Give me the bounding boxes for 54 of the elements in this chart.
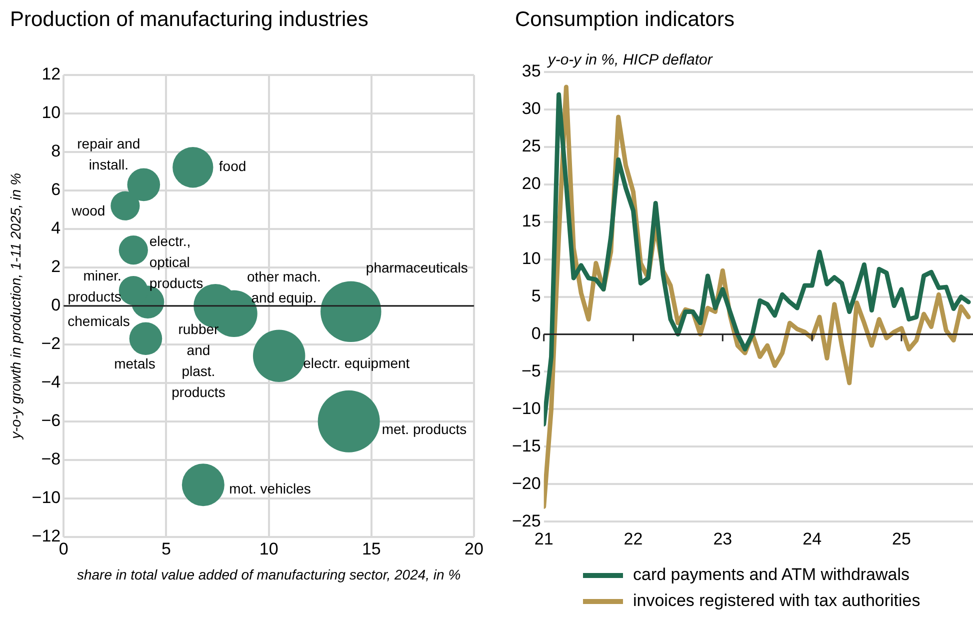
y-axis-title: y-o-y growth in production, 1-11 2025, in % — [7, 172, 24, 440]
x-tick-label: 25 — [892, 529, 911, 548]
series-label: pharmaceuticals — [366, 260, 468, 276]
y-tick-label: −5 — [521, 361, 541, 380]
x-tick-label: 24 — [802, 529, 822, 548]
series-label: met. products — [382, 421, 467, 438]
y-tick-label: −15 — [512, 436, 541, 456]
y-tick-label: −12 — [32, 526, 61, 546]
chart-title: Consumption indicators — [515, 8, 734, 32]
series-label: chemicals — [68, 312, 130, 329]
series-label: repair and install. — [77, 136, 140, 173]
y-tick-label: 30 — [522, 99, 541, 118]
x-tick-label: 23 — [713, 529, 732, 548]
series-label: electr., optical products — [149, 232, 204, 291]
y-tick-label: 0 — [531, 324, 541, 343]
x-tick-label: 21 — [534, 529, 554, 548]
y-tick-label: −10 — [512, 398, 541, 418]
series-label: electr. equipment — [303, 354, 410, 371]
x-axis-title: share in total value added of manufacturing sector, 2024, in % — [76, 566, 461, 582]
series-label: metals — [114, 355, 156, 372]
y-tick-label: 10 — [42, 103, 61, 122]
y-tick-label: −2 — [41, 334, 61, 354]
y-tick-label: 2 — [51, 257, 61, 276]
y-tick-label: −6 — [41, 411, 61, 430]
x-tick-label: 15 — [362, 540, 381, 559]
x-tick-label: 20 — [464, 540, 484, 559]
series-label: other mach. and equip. — [246, 268, 321, 306]
y-tick-label: −25 — [512, 511, 541, 530]
chart-title: Production of manufacturing industries — [10, 8, 368, 32]
y-tick-label: 4 — [51, 218, 61, 238]
legend-label: card payments and ATM withdrawals — [633, 565, 910, 585]
y-tick-label: 20 — [522, 174, 541, 194]
y-tick-label: −4 — [41, 372, 61, 392]
y-tick-label: 0 — [51, 296, 61, 315]
y-tick-label: 35 — [522, 62, 541, 81]
legend-label: invoices registered with tax authorities — [633, 591, 920, 611]
series-label: wood — [70, 202, 106, 219]
y-tick-label: 25 — [522, 136, 541, 156]
y-tick-label: 10 — [522, 249, 541, 268]
y-tick-label: 12 — [42, 64, 61, 84]
y-tick-label: 5 — [531, 286, 541, 306]
x-tick-label: 5 — [161, 540, 171, 559]
y-tick-label: −20 — [512, 474, 541, 493]
y-tick-label: 15 — [522, 212, 541, 231]
series-label: rubber and plast. products — [172, 320, 226, 400]
y-tick-label: −10 — [32, 488, 61, 508]
chart-subtitle: y-o-y in %, HICP deflator — [546, 52, 714, 69]
x-tick-label: 22 — [624, 529, 643, 548]
y-tick-label: −8 — [41, 450, 61, 469]
series-label: food — [218, 158, 246, 174]
series-label: mot. vehicles — [229, 480, 311, 497]
y-tick-label: 6 — [51, 180, 61, 200]
x-tick-label: 10 — [259, 540, 278, 559]
y-tick-label: 8 — [51, 142, 61, 161]
